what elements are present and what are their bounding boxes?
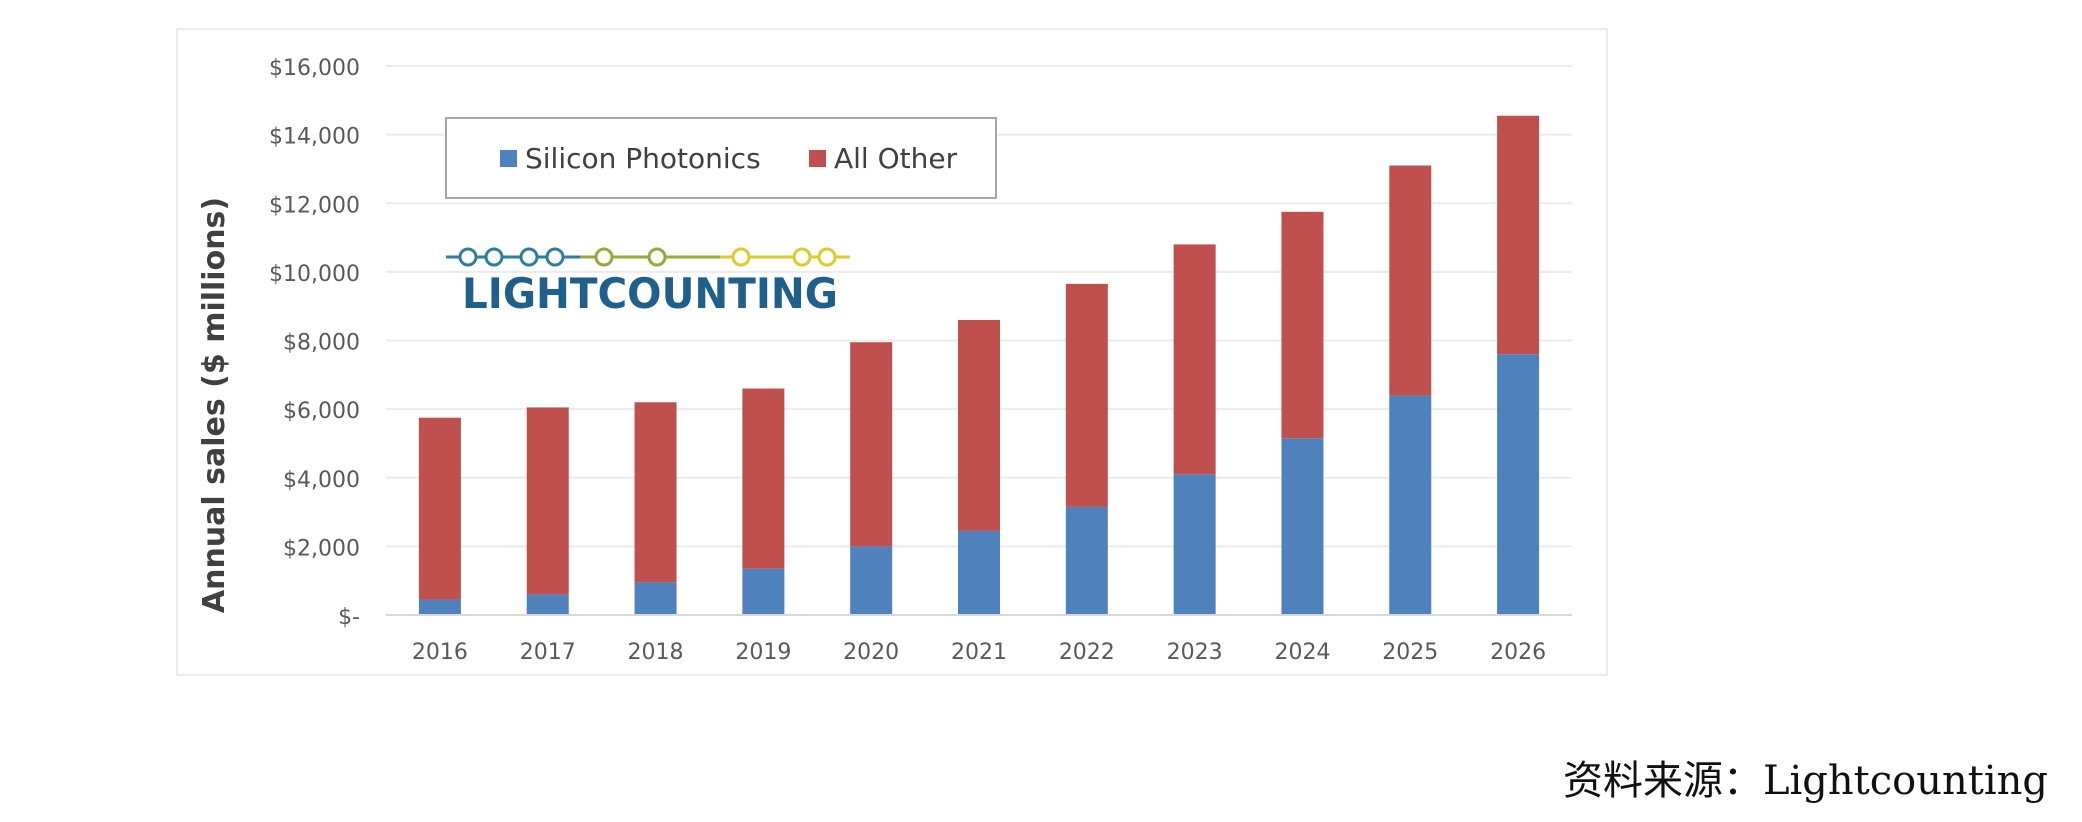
x-tick-label: 2021 xyxy=(951,640,1007,665)
legend: Silicon Photonics All Other xyxy=(445,117,997,199)
y-axis-label: Annual sales ($ millions) xyxy=(197,197,232,613)
bar-all-other-2019 xyxy=(742,388,785,569)
logo-chain-node xyxy=(817,247,837,267)
bar-silicon-photonics-2020 xyxy=(850,546,893,615)
y-tick-label: $12,000 xyxy=(269,193,360,218)
bar-silicon-photonics-2017 xyxy=(526,594,569,615)
x-tick-label: 2026 xyxy=(1490,640,1546,665)
x-tick-label: 2016 xyxy=(412,640,468,665)
legend-label-all-other: All Other xyxy=(834,142,958,175)
bar-silicon-photonics-2019 xyxy=(742,568,785,615)
x-tick-label: 2023 xyxy=(1167,640,1223,665)
bar-group xyxy=(418,115,1540,615)
logo-chain-node xyxy=(792,247,812,267)
bar-all-other-2020 xyxy=(850,342,893,547)
bar-all-other-2017 xyxy=(526,407,569,595)
y-tick-label: $6,000 xyxy=(283,399,360,424)
bar-all-other-2018 xyxy=(634,402,677,583)
bar-all-other-2025 xyxy=(1389,165,1432,396)
logo-chain-node xyxy=(484,247,504,267)
y-tick-label: $4,000 xyxy=(283,468,360,493)
logo-wordmark: LIGHTCOUNTING xyxy=(462,269,838,318)
y-tick-label: $14,000 xyxy=(269,125,360,150)
bar-all-other-2026 xyxy=(1497,115,1540,355)
x-tick-label: 2020 xyxy=(843,640,899,665)
logo-chain-node xyxy=(731,247,751,267)
y-tick-label: $2,000 xyxy=(283,536,360,561)
logo-chain-node xyxy=(647,247,667,267)
x-tick-label: 2017 xyxy=(520,640,576,665)
bar-all-other-2024 xyxy=(1281,211,1324,439)
legend-box xyxy=(445,117,997,199)
logo-chain-node xyxy=(545,247,565,267)
bar-silicon-photonics-2016 xyxy=(418,599,461,615)
y-tick-label: $- xyxy=(338,605,360,630)
legend-swatch-silicon-photonics xyxy=(500,150,517,167)
bar-all-other-2023 xyxy=(1173,244,1216,475)
legend-swatch-all-other xyxy=(809,150,826,167)
bar-all-other-2022 xyxy=(1065,283,1108,507)
logo-chain-node xyxy=(594,247,614,267)
logo-chain-node xyxy=(458,247,478,267)
bar-silicon-photonics-2024 xyxy=(1281,438,1324,615)
bar-silicon-photonics-2021 xyxy=(958,530,1000,615)
bar-silicon-photonics-2025 xyxy=(1389,395,1432,615)
x-tick-label: 2018 xyxy=(628,640,684,665)
source-note: 资料来源：Lightcounting xyxy=(1562,758,2048,804)
y-tick-label: $8,000 xyxy=(283,331,360,356)
bar-silicon-photonics-2018 xyxy=(634,582,677,615)
x-tick-label: 2019 xyxy=(735,640,791,665)
bar-silicon-photonics-2026 xyxy=(1497,354,1540,615)
legend-label-silicon-photonics: Silicon Photonics xyxy=(525,142,761,175)
y-tick-label: $16,000 xyxy=(269,56,360,81)
lightcounting-logo: LIGHTCOUNTING xyxy=(446,247,850,318)
logo-chain-icon xyxy=(446,247,850,267)
logo-chain-node xyxy=(519,247,539,267)
x-tick-label: 2025 xyxy=(1382,640,1438,665)
y-tick-label: $10,000 xyxy=(269,262,360,287)
x-tick-label: 2024 xyxy=(1274,640,1330,665)
bar-silicon-photonics-2022 xyxy=(1065,506,1108,615)
bar-all-other-2016 xyxy=(418,417,461,600)
x-tick-label: 2022 xyxy=(1059,640,1115,665)
bar-silicon-photonics-2023 xyxy=(1173,474,1216,615)
bar-all-other-2021 xyxy=(958,319,1000,531)
gridlines xyxy=(386,65,1572,548)
x-axis-ticks: 2016 2017 2018 2019 2020 2021 2022 2023 2024 2025… xyxy=(412,640,1546,665)
y-axis-ticks: $- $2,000 $4,000 $6,000 $8,000 $10,000 $12,000… xyxy=(269,56,360,630)
